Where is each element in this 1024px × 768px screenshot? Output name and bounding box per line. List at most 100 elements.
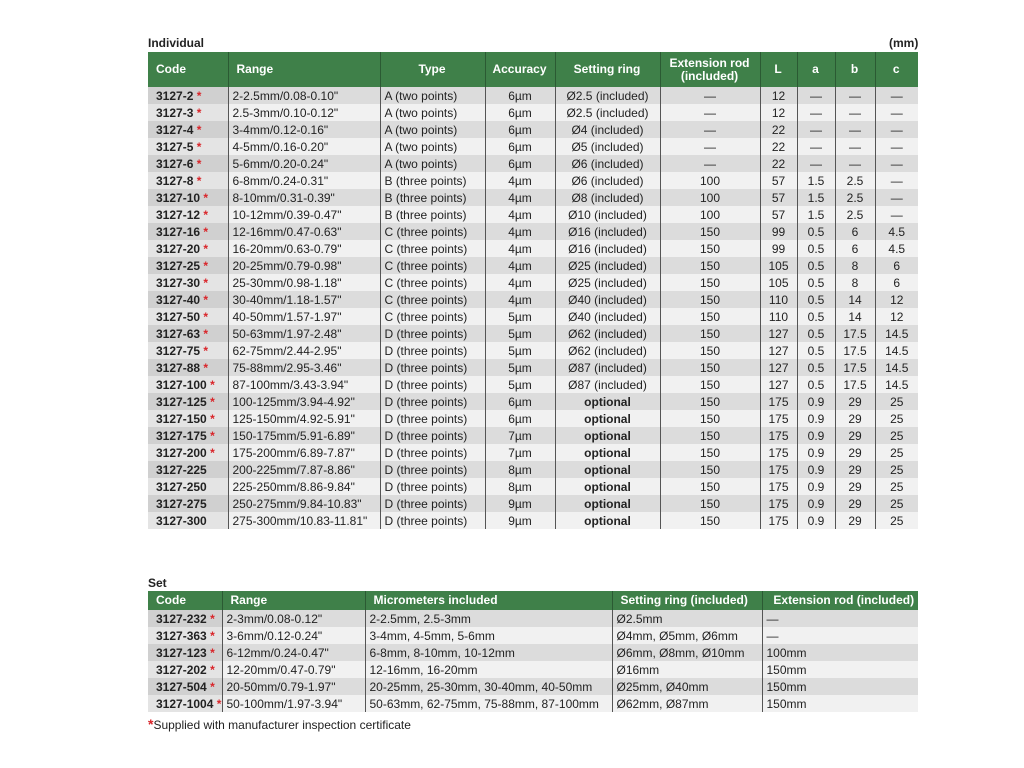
star-icon: * [203,224,209,239]
table-cell: C (three points) [379,257,485,274]
table-cell: Ø2.5 (included) [554,87,660,104]
table-cell: 25 [874,495,918,512]
table-cell: 0.9 [796,444,835,461]
table-cell: 0.9 [796,512,835,529]
code-text: 3127-2 [156,88,194,103]
table-cell: 175 [759,427,797,444]
table-cell: 20-50mm/0.79-1.97" [221,678,365,695]
table-cell: 100 [659,206,760,223]
code-text: 3127-100 [156,377,207,392]
table-row: 3127-200 * 175-200mm/6.89-7.87" D (three p… [148,444,918,461]
table-cell: 6µm [484,410,555,427]
table-row: 3127-25 * 20-25mm/0.79-0.98" C (three poin… [148,257,918,274]
table-row: 3127-250 225-250mm/8.86-9.84" D (three poi… [148,478,918,495]
table-cell: — [659,104,760,121]
table-row: 3127-75 * 62-75mm/2.44-2.95" D (three poin… [148,342,918,359]
table-cell: 150 [659,308,760,325]
table-cell: 14.5 [874,325,918,342]
table-cell: 175 [759,444,797,461]
table-cell: 22 [759,121,797,138]
table-cell: Ø16mm [611,661,762,678]
code-cell: 3127-30 * [148,274,228,291]
table-cell: 57 [759,189,797,206]
table-cell: C (three points) [379,240,485,257]
table-cell: 14 [834,308,875,325]
table-cell: 7µm [484,444,555,461]
table-cell: 175 [759,461,797,478]
code-cell: 3127-1004 * [148,695,222,712]
table-cell: — [659,87,760,104]
table-cell: 30-40mm/1.18-1.57" [227,291,380,308]
table-cell: 4µm [484,172,555,189]
table-row: 3127-125 * 100-125mm/3.94-4.92" D (three p… [148,393,918,410]
code-text: 3127-10 [156,190,201,205]
star-icon: * [203,207,209,222]
table-cell: 5-6mm/0.20-0.24" [227,155,380,172]
star-icon: * [196,122,202,137]
column-header: Setting ring (included) [611,591,762,610]
table-row: 3127-504 * 20-50mm/0.79-1.97" 20-25mm, 25-… [148,678,918,695]
table-cell: 4µm [484,274,555,291]
table-cell: 6-8mm, 8-10mm, 10-12mm [364,644,612,661]
table-row: 3127-63 * 50-63mm/1.97-2.48" D (three poin… [148,325,918,342]
table-cell: 150 [659,240,760,257]
table-cell: 14 [834,291,875,308]
column-header: Range [221,591,365,610]
table-cell: 87-100mm/3.43-3.94" [227,376,380,393]
table-cell: — [874,138,918,155]
table-cell: 0.9 [796,410,835,427]
code-cell: 3127-8 * [148,172,228,189]
table-row: 3127-40 * 30-40mm/1.18-1.57" C (three poin… [148,291,918,308]
column-header: c [874,52,918,87]
table-cell: 100 [659,172,760,189]
table-cell: Ø6mm, Ø8mm, Ø10mm [611,644,762,661]
table-cell: 17.5 [834,342,875,359]
table-cell: 29 [834,495,875,512]
table-cell: — [796,155,835,172]
table-cell: A (two points) [379,138,485,155]
code-text: 3127-3 [156,105,194,120]
code-cell: 3127-125 * [148,393,228,410]
column-header: b [834,52,875,87]
star-icon: * [203,360,209,375]
table-row: 3127-150 * 125-150mm/4.92-5.91" D (three p… [148,410,918,427]
table-cell: B (three points) [379,172,485,189]
code-cell: 3127-2 * [148,87,228,104]
code-text: 3127-75 [156,343,201,358]
table-row: 3127-123 * 6-12mm/0.24-0.47" 6-8mm, 8-10mm… [148,644,918,661]
table-cell: optional [554,512,660,529]
code-text: 3127-63 [156,326,201,341]
code-text: 3127-88 [156,360,201,375]
table-cell: 105 [759,257,797,274]
code-text: 3127-200 [156,445,207,460]
code-cell: 3127-40 * [148,291,228,308]
table-cell: optional [554,410,660,427]
table-cell: 175 [759,478,797,495]
table-cell: optional [554,495,660,512]
code-cell: 3127-3 * [148,104,228,121]
table-cell: D (three points) [379,444,485,461]
table-row: 3127-6 * 5-6mm/0.20-0.24" A (two points) 6µ… [148,155,918,172]
code-cell: 3127-12 * [148,206,228,223]
table-cell: 0.9 [796,495,835,512]
code-text: 3127-50 [156,309,201,324]
code-text: 3127-30 [156,275,201,290]
table-cell: 9µm [484,495,555,512]
table-cell: — [834,155,875,172]
table-cell: 0.9 [796,427,835,444]
table-cell: 8 [834,274,875,291]
table-cell: 127 [759,359,797,376]
column-header: L [759,52,797,87]
table-cell: 127 [759,342,797,359]
column-header: Code [148,52,228,87]
code-text: 3127-6 [156,156,194,171]
star-icon: * [210,628,215,643]
code-text: 3127-125 [156,394,207,409]
table-cell: — [874,206,918,223]
table-cell: Ø87 (included) [554,359,660,376]
table-cell: 2-2.5mm, 2.5-3mm [364,610,612,627]
table-cell: B (three points) [379,189,485,206]
table-row: 3127-363 * 3-6mm/0.12-0.24" 3-4mm, 4-5mm, … [148,627,918,644]
table-cell: D (three points) [379,410,485,427]
table-cell: Ø6 (included) [554,172,660,189]
